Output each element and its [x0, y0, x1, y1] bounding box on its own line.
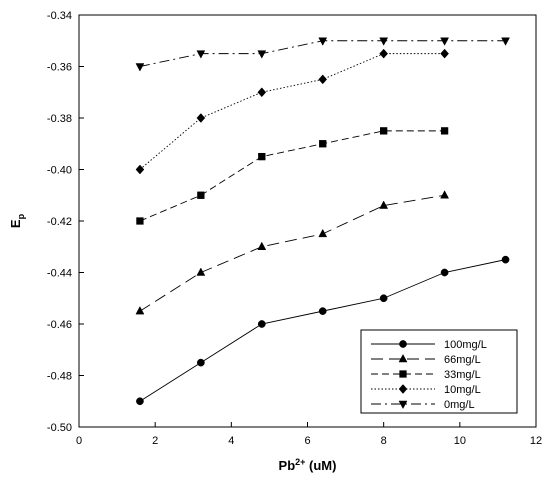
legend-marker	[398, 384, 408, 394]
series-triangle-down	[135, 37, 510, 72]
series-line	[139, 53, 445, 170]
legend-label: 10mg/L	[444, 384, 481, 396]
y-axis-title-base: E	[8, 219, 23, 228]
x-tick-label: 12	[530, 435, 542, 447]
data-point	[318, 307, 327, 315]
data-point	[440, 268, 449, 277]
legend: 100mg/L 66mg/L 33mg/L 10mg/L 0mg/L	[360, 329, 518, 414]
legend-label: 100mg/L	[444, 339, 487, 351]
legend-label: 0mg/L	[444, 399, 475, 411]
series-square	[136, 127, 449, 225]
y-tick-label: -0.36	[47, 62, 72, 74]
x-axis-title: Pb2+ (uM)	[279, 457, 337, 473]
legend-label: 33mg/L	[444, 369, 481, 381]
y-axis-title: Ep	[8, 213, 26, 228]
y-tick-label: -0.38	[47, 113, 72, 125]
x-tick-label: 4	[228, 435, 234, 447]
x-tick-label: 10	[454, 435, 466, 447]
data-point	[257, 320, 266, 328]
y-tick-label: -0.46	[47, 319, 72, 331]
data-point	[258, 152, 266, 161]
y-tick-label: -0.42	[47, 216, 72, 228]
y-tick-label: -0.34	[47, 10, 72, 22]
data-point	[440, 48, 449, 59]
data-point	[136, 217, 144, 225]
data-point	[440, 37, 450, 46]
data-point	[501, 255, 510, 264]
x-axis-ticks: 0 2 4 6 8 10 12	[76, 422, 542, 447]
data-point	[379, 200, 389, 209]
data-point	[197, 358, 205, 367]
data-point	[135, 164, 145, 175]
legend-box	[360, 329, 518, 414]
legend-marker	[398, 353, 408, 363]
data-point	[379, 37, 389, 46]
series-line	[139, 194, 445, 312]
y-tick-label: -0.48	[47, 371, 72, 383]
data-point	[135, 306, 145, 315]
data-point	[257, 87, 267, 98]
data-point	[136, 397, 144, 406]
y-tick-label: -0.40	[47, 165, 72, 177]
data-point	[318, 74, 328, 85]
series-line	[139, 130, 445, 222]
x-axis-title-base: Pb	[279, 458, 296, 473]
y-axis-ticks: -0.50 -0.48 -0.46 -0.44 -0.42 -0.40 -0.38 -0.36…	[47, 10, 84, 434]
legend-marker	[399, 340, 407, 348]
data-point	[196, 267, 206, 276]
data-point	[196, 113, 206, 123]
data-point	[135, 63, 145, 72]
x-axis-title-unit: (uM)	[305, 458, 336, 473]
x-tick-label: 6	[304, 435, 310, 447]
legend-marker	[398, 400, 408, 410]
y-axis-title-subscript: p	[16, 213, 26, 219]
legend-label: 66mg/L	[444, 354, 481, 366]
data-point	[440, 127, 449, 135]
data-point	[318, 228, 328, 238]
legend-marker	[399, 370, 407, 378]
data-point	[379, 294, 388, 303]
x-tick-label: 8	[381, 435, 387, 447]
series-layer	[135, 37, 510, 406]
series-circle	[136, 255, 510, 406]
data-point	[501, 37, 510, 46]
series-diamond	[135, 48, 449, 175]
x-tick-label: 2	[152, 435, 158, 447]
data-point	[257, 241, 267, 250]
data-point	[257, 50, 267, 59]
data-point	[379, 48, 389, 59]
x-tick-label: 0	[76, 435, 82, 447]
data-point	[319, 140, 327, 148]
data-point	[197, 191, 205, 199]
data-point	[196, 50, 206, 59]
y-tick-label: -0.50	[47, 422, 72, 434]
x-axis-title-superscript: 2+	[295, 457, 305, 467]
data-point	[318, 37, 328, 46]
series-triangle-up	[135, 190, 450, 315]
y-tick-label: -0.44	[47, 268, 72, 280]
data-point	[380, 127, 388, 135]
data-point	[440, 190, 450, 199]
